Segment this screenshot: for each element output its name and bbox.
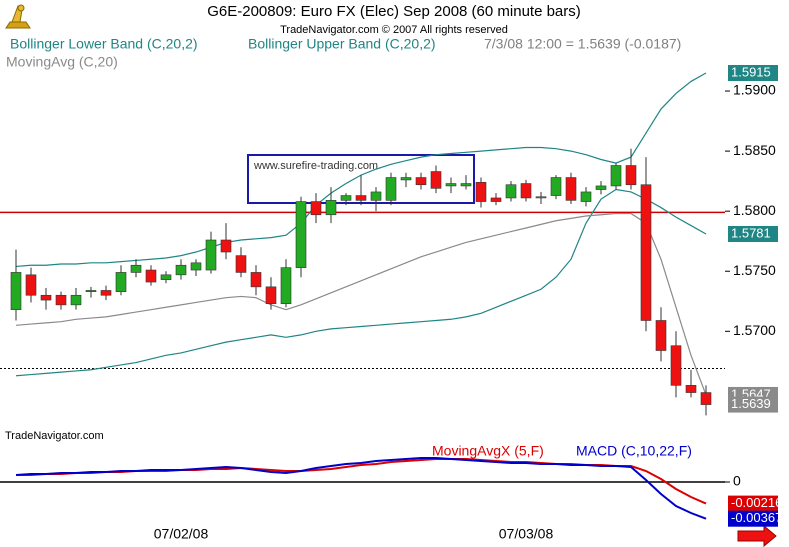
legend-entry: MACD (C,10,22,F) (576, 443, 692, 459)
value-label: -0.00367 (731, 510, 782, 525)
candle-body (10, 272, 22, 310)
candle-body (490, 197, 502, 202)
x-tick-label: 07/03/08 (499, 526, 554, 542)
candle-body (655, 320, 667, 351)
watermark: www.surefire-trading.com (253, 160, 378, 172)
legend-entry: MovingAvg (C,20) (6, 54, 118, 70)
value-label: 1.5639 (731, 396, 771, 411)
legend-entry: MovingAvgX (5,F) (432, 443, 544, 459)
candle-body (610, 165, 622, 187)
candle-body (475, 182, 487, 202)
series-line (15, 212, 707, 396)
candle-body (130, 264, 142, 273)
candle-body (625, 165, 637, 186)
candle-body (85, 290, 97, 292)
value-label: 1.5781 (731, 225, 771, 240)
candle-body (70, 294, 82, 306)
candle-body (385, 177, 397, 201)
candle-body (520, 183, 532, 199)
candle-body (220, 239, 232, 253)
logo-icon (5, 4, 31, 29)
value-label-box (728, 495, 778, 512)
copyright: TradeNavigator.com © 2007 All rights res… (280, 24, 508, 36)
y-tick-label: 1.5800 (733, 202, 776, 218)
candle-body (445, 183, 457, 187)
candle-body (280, 267, 292, 304)
y-tick-label: 1.5850 (733, 142, 776, 158)
candle-body (340, 195, 352, 201)
candle-body (685, 385, 697, 393)
candle-body (115, 272, 127, 292)
candle-body (670, 345, 682, 386)
y-tick-label: 0 (733, 473, 741, 489)
value-label: 1.5915 (731, 64, 771, 79)
candle-body (190, 262, 202, 271)
candle-body (505, 184, 517, 199)
candle-body (550, 177, 562, 196)
candle-body (145, 269, 157, 283)
scroll-arrow[interactable] (737, 524, 777, 547)
candle-body (40, 294, 52, 301)
series-line (15, 72, 707, 268)
candle-body (415, 177, 427, 186)
y-tick-label: 1.5700 (733, 322, 776, 338)
y-tick-label: 1.5900 (733, 82, 776, 98)
candle-body (235, 255, 247, 273)
value-label-box (728, 396, 778, 413)
candle-body (565, 177, 577, 201)
candle-body (580, 191, 592, 202)
candle-body (25, 274, 37, 296)
candle-body (205, 239, 217, 271)
candle-body (595, 185, 607, 190)
value-label-box (728, 225, 778, 242)
candle-body (325, 200, 337, 216)
candle-body (295, 201, 307, 268)
candle-body (100, 290, 112, 296)
chart-title: G6E-200809: Euro FX (Elec) Sep 2008 (60 … (207, 3, 581, 20)
header-quote: 7/3/08 12:00 = 1.5639 (-0.0187) (484, 36, 681, 52)
legend-entry: Bollinger Lower Band (C,20,2) (10, 36, 198, 52)
candle-body (430, 171, 442, 189)
candle-body (265, 286, 277, 304)
value-label: -0.00216 (731, 495, 782, 510)
candle-body (460, 183, 472, 187)
candle-body (175, 264, 187, 276)
candle-body (355, 195, 367, 201)
candle-body (250, 272, 262, 288)
candle-body (700, 392, 712, 405)
candle-body (310, 201, 322, 216)
candle-body (640, 184, 652, 321)
candle-body (400, 177, 412, 181)
series-line (15, 457, 707, 520)
candle-body (55, 294, 67, 306)
candle-body (535, 196, 547, 199)
candle-body (370, 191, 382, 201)
x-tick-label: 07/02/08 (154, 526, 209, 542)
source-label: TradeNavigator.com (5, 430, 104, 442)
y-tick-label: 1.5750 (733, 262, 776, 278)
candle-body (160, 274, 172, 280)
value-label-box (728, 510, 778, 527)
value-label-box (728, 65, 778, 82)
legend-entry: Bollinger Upper Band (C,20,2) (248, 36, 436, 52)
